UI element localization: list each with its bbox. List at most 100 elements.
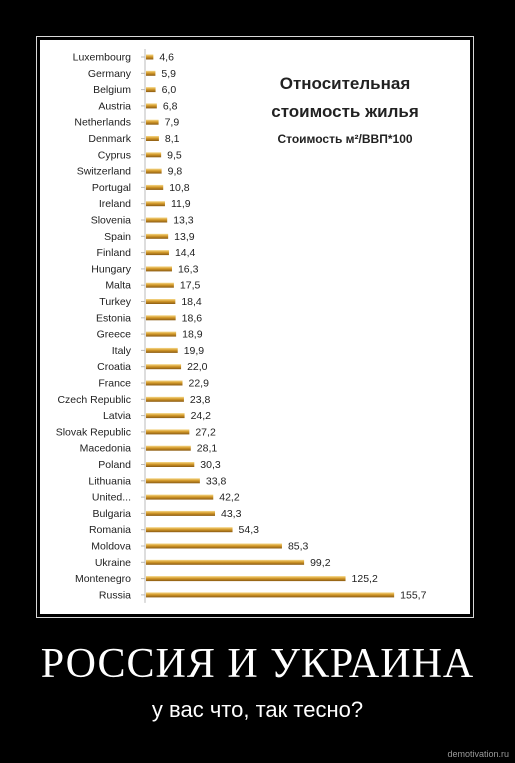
category-label: Cyprus bbox=[98, 149, 131, 161]
bar bbox=[146, 299, 176, 304]
value-label: 18,6 bbox=[182, 312, 203, 324]
category-label: Latvia bbox=[103, 410, 131, 422]
value-label: 13,9 bbox=[174, 231, 195, 243]
poster-heading: РОССИЯ И УКРАИНА bbox=[40, 641, 475, 687]
watermark: demotivation.ru bbox=[447, 749, 509, 759]
value-label: 85,3 bbox=[288, 541, 309, 553]
category-label: Slovak Republic bbox=[56, 426, 131, 438]
category-label: Belgium bbox=[93, 84, 131, 96]
bar bbox=[146, 315, 176, 321]
category-label: Czech Republic bbox=[57, 394, 131, 406]
bar bbox=[146, 527, 233, 533]
value-label: 22,0 bbox=[187, 361, 208, 373]
bar bbox=[146, 136, 159, 141]
category-label: Slovenia bbox=[91, 215, 131, 227]
value-label: 9,8 bbox=[168, 166, 183, 178]
bar bbox=[146, 462, 195, 467]
value-label: 10,8 bbox=[169, 182, 190, 194]
category-label: Switzerland bbox=[77, 166, 131, 178]
bar bbox=[146, 233, 169, 239]
bar bbox=[146, 445, 191, 451]
value-label: 33,8 bbox=[206, 475, 227, 487]
bar bbox=[146, 396, 184, 402]
bar bbox=[146, 184, 164, 190]
category-label: Croatia bbox=[97, 361, 131, 373]
value-label: 27,2 bbox=[195, 426, 216, 438]
value-label: 42,2 bbox=[219, 492, 240, 504]
value-label: 14,4 bbox=[175, 247, 196, 259]
value-label: 23,8 bbox=[190, 394, 211, 406]
bar bbox=[146, 87, 156, 93]
chart-subtitle: Стоимость м²/ВВП*100 bbox=[277, 132, 413, 146]
value-label: 6,8 bbox=[163, 100, 178, 112]
bar bbox=[146, 478, 200, 484]
value-label: 24,2 bbox=[191, 410, 212, 422]
category-label: Spain bbox=[104, 231, 131, 243]
bar bbox=[146, 152, 162, 158]
bar bbox=[146, 559, 305, 565]
bar bbox=[146, 347, 178, 353]
value-label: 6,0 bbox=[162, 84, 177, 96]
category-label: France bbox=[98, 378, 131, 390]
bar bbox=[146, 592, 395, 598]
bar bbox=[146, 331, 177, 337]
category-label: Austria bbox=[98, 100, 131, 112]
category-label: Montenegro bbox=[75, 573, 131, 585]
category-label: Ukraine bbox=[95, 557, 131, 569]
value-label: 155,7 bbox=[400, 589, 426, 601]
category-label: United... bbox=[92, 492, 131, 504]
value-label: 125,2 bbox=[352, 573, 378, 585]
category-label: Malta bbox=[105, 280, 131, 292]
bar bbox=[146, 168, 162, 174]
bar bbox=[146, 119, 159, 125]
value-label: 4,6 bbox=[159, 52, 174, 64]
bar bbox=[146, 494, 214, 500]
category-label: Romania bbox=[89, 524, 131, 536]
bar-chart: Luxembourg 4,6 Germany 5,9 Belgium 6,0 Austria… bbox=[56, 49, 427, 603]
bar bbox=[146, 413, 185, 419]
value-label: 99,2 bbox=[310, 557, 331, 569]
category-label: Poland bbox=[98, 459, 131, 471]
value-label: 28,1 bbox=[197, 443, 218, 455]
value-label: 30,3 bbox=[200, 459, 221, 471]
poster-subheading: у вас что, так тесно? bbox=[151, 697, 364, 722]
category-label: Bulgaria bbox=[92, 508, 131, 520]
value-label: 9,5 bbox=[167, 149, 182, 161]
category-label: Netherlands bbox=[74, 117, 131, 129]
category-label: Germany bbox=[88, 68, 132, 80]
category-label: Estonia bbox=[96, 312, 131, 324]
category-label: Luxembourg bbox=[73, 52, 132, 64]
value-label: 18,9 bbox=[182, 329, 203, 341]
category-label: Turkey bbox=[99, 296, 131, 308]
category-label: Macedonia bbox=[80, 443, 132, 455]
value-label: 17,5 bbox=[180, 280, 201, 292]
bar bbox=[146, 543, 282, 549]
bar bbox=[146, 70, 156, 76]
bar bbox=[146, 201, 165, 207]
category-label: Finland bbox=[97, 247, 132, 259]
chart-title-line2: стоимость жилья bbox=[271, 102, 419, 121]
bar bbox=[146, 380, 183, 386]
bar bbox=[146, 576, 346, 582]
category-label: Portugal bbox=[92, 182, 131, 194]
category-label: Italy bbox=[112, 345, 132, 357]
bar bbox=[146, 266, 172, 272]
bar bbox=[146, 250, 169, 256]
bar bbox=[146, 429, 190, 435]
category-label: Ireland bbox=[99, 198, 131, 210]
category-label: Lithuania bbox=[88, 475, 131, 487]
bar bbox=[146, 282, 174, 288]
value-label: 22,9 bbox=[188, 378, 209, 390]
chart-panel: Luxembourg 4,6 Germany 5,9 Belgium 6,0 Austria… bbox=[40, 40, 470, 614]
chart-title-line1: Относительная bbox=[279, 74, 411, 93]
value-label: 5,9 bbox=[161, 68, 176, 80]
value-label: 19,9 bbox=[184, 345, 205, 357]
value-label: 13,3 bbox=[173, 215, 194, 227]
category-label: Denmark bbox=[88, 133, 131, 145]
bar bbox=[146, 217, 168, 223]
value-label: 43,3 bbox=[221, 508, 242, 520]
value-label: 54,3 bbox=[239, 524, 260, 536]
category-label: Moldova bbox=[91, 541, 131, 553]
category-label: Russia bbox=[99, 589, 131, 601]
value-label: 11,9 bbox=[171, 198, 191, 210]
